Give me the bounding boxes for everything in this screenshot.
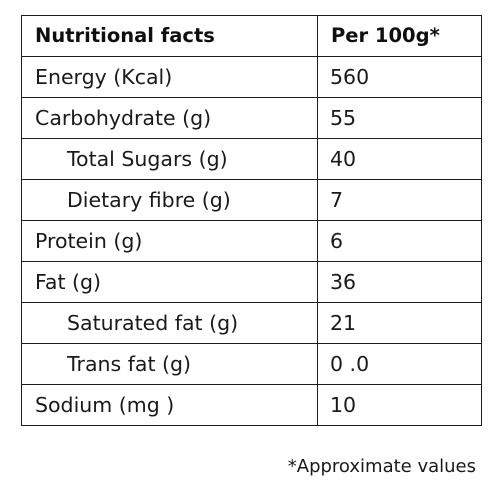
header-per-100g: Per 100g* [317, 15, 482, 57]
row-value: 10 [317, 384, 482, 426]
row-value: 40 [317, 138, 482, 180]
row-value: 0 .0 [317, 343, 482, 385]
row-value: 7 [317, 179, 482, 221]
row-value: 560 [317, 56, 482, 98]
table-header-row: Nutritional facts Per 100g* [21, 15, 482, 57]
row-value: 6 [317, 220, 482, 262]
row-label: Carbohydrate (g) [21, 97, 318, 139]
row-value: 36 [317, 261, 482, 303]
row-value: 21 [317, 302, 482, 344]
row-label: Saturated fat (g) [21, 302, 318, 344]
row-label: Energy (Kcal) [21, 56, 318, 98]
row-value: 55 [317, 97, 482, 139]
table-row: Protein (g) 6 [21, 220, 482, 262]
table-row: Dietary fibre (g) 7 [21, 179, 482, 221]
row-label: Fat (g) [21, 261, 318, 303]
row-label: Trans fat (g) [21, 343, 318, 385]
table-row: Total Sugars (g) 40 [21, 138, 482, 180]
table-row: Saturated fat (g) 21 [21, 302, 482, 344]
table-row: Trans fat (g) 0 .0 [21, 343, 482, 385]
row-label: Protein (g) [21, 220, 318, 262]
table-row: Fat (g) 36 [21, 261, 482, 303]
table-row: Sodium (mg ) 10 [21, 384, 482, 426]
nutrition-facts-table: Nutritional facts Per 100g* Energy (Kcal… [21, 15, 482, 426]
header-nutritional-facts: Nutritional facts [21, 15, 318, 57]
row-label: Sodium (mg ) [21, 384, 318, 426]
row-label: Total Sugars (g) [21, 138, 318, 180]
row-label: Dietary fibre (g) [21, 179, 318, 221]
table-row: Energy (Kcal) 560 [21, 56, 482, 98]
approximate-values-footnote: *Approximate values [287, 456, 476, 477]
table-row: Carbohydrate (g) 55 [21, 97, 482, 139]
